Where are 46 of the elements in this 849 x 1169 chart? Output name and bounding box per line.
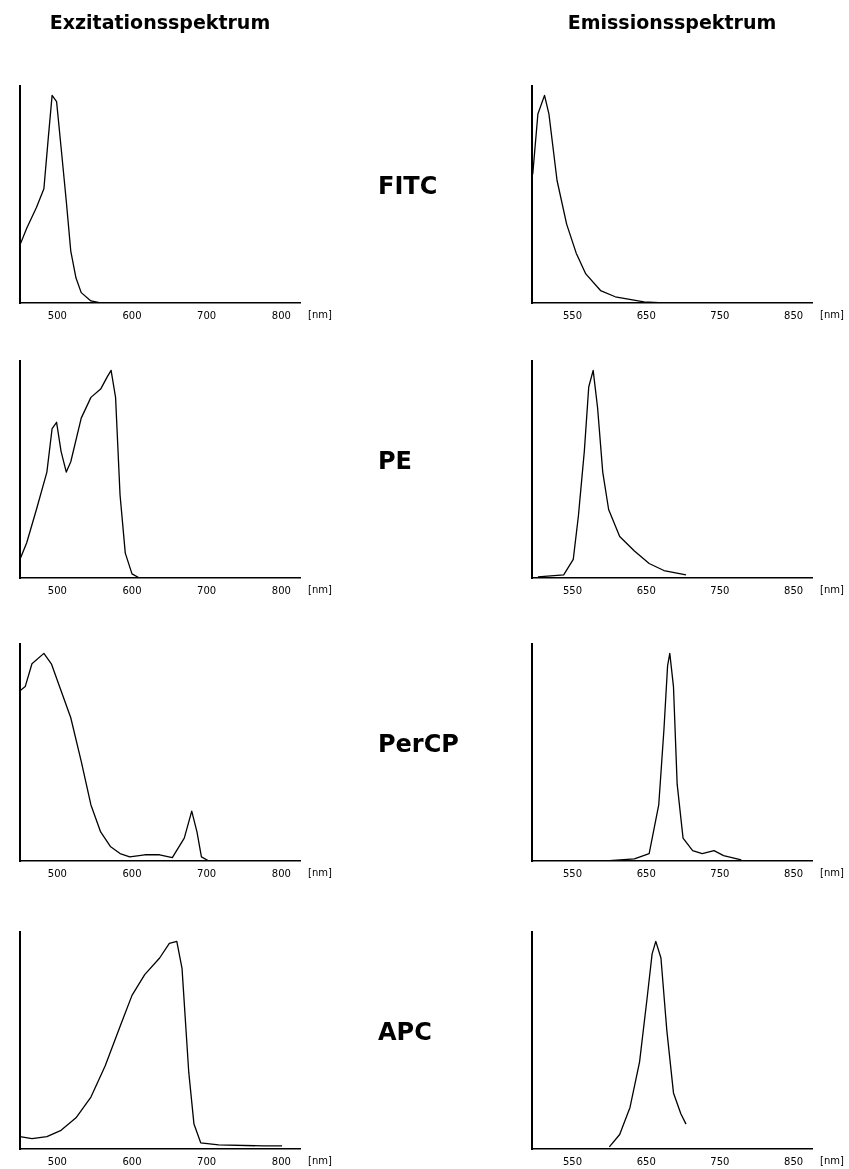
x-tick-label: 850 [784, 309, 804, 321]
x-tick-label: 650 [636, 1155, 656, 1167]
x-tick-label: 550 [562, 584, 583, 596]
x-tick-label: 750 [710, 867, 730, 879]
chart-title: Exzitationsspektrum [48, 11, 272, 33]
x-tick-label: 600 [122, 867, 142, 879]
x-tick-label: 500 [47, 309, 67, 321]
x-axis-title: [nm] [308, 583, 332, 595]
x-axis-title: [nm] [820, 308, 844, 320]
x-tick-label: 750 [710, 584, 730, 596]
x-tick-label: 800 [271, 584, 291, 596]
x-tick-label: 600 [122, 309, 142, 321]
x-tick-label: 750 [710, 1155, 730, 1167]
x-tick-label: 500 [47, 1155, 67, 1167]
x-tick-label: 650 [636, 867, 656, 879]
x-tick-label: 700 [197, 1155, 217, 1167]
x-axis-title: [nm] [820, 866, 844, 878]
x-tick-label: 800 [271, 867, 291, 879]
text: FITC [378, 172, 439, 200]
x-tick-label: 550 [562, 867, 583, 879]
x-tick-label: 600 [122, 1155, 142, 1167]
x-tick-label: 650 [636, 309, 656, 321]
x-tick-label: 850 [784, 1155, 804, 1167]
x-tick-label: 650 [636, 584, 656, 596]
x-tick-label: 600 [122, 584, 142, 596]
x-tick-label: 850 [784, 584, 804, 596]
x-tick-label: 550 [562, 1155, 583, 1167]
text: PerCP [378, 730, 460, 758]
text: PE [378, 447, 413, 475]
x-axis-title: [nm] [308, 866, 332, 878]
x-tick-label: 700 [197, 309, 217, 321]
x-axis-title: [nm] [308, 1154, 332, 1166]
x-tick-label: 800 [271, 309, 291, 321]
x-axis-title: [nm] [820, 583, 844, 595]
x-tick-label: 500 [47, 584, 67, 596]
chart-title: Emissionsspektrum [566, 11, 778, 33]
x-tick-label: 750 [710, 309, 730, 321]
x-tick-label: 800 [271, 1155, 291, 1167]
x-tick-label: 700 [197, 867, 217, 879]
x-axis-title: [nm] [308, 308, 332, 320]
x-axis-title: [nm] [820, 1154, 844, 1166]
text: APC [378, 1018, 433, 1046]
x-tick-label: 550 [562, 309, 583, 321]
x-tick-label: 500 [47, 867, 67, 879]
x-tick-label: 850 [784, 867, 804, 879]
x-tick-label: 700 [197, 584, 217, 596]
